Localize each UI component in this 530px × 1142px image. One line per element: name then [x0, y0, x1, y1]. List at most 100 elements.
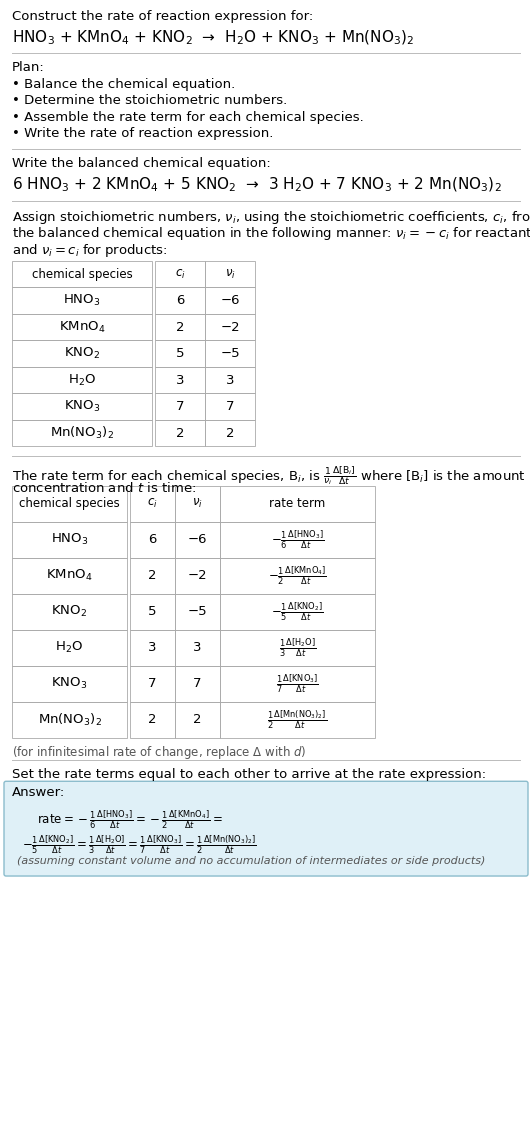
Bar	[175, 485, 220, 522]
Text: HNO$_3$: HNO$_3$	[51, 532, 89, 547]
Text: Construct the rate of reaction expression for:: Construct the rate of reaction expressio…	[12, 10, 313, 23]
Bar	[12, 314, 152, 340]
Bar	[205, 393, 255, 420]
Bar	[205, 314, 255, 340]
Text: 7: 7	[176, 400, 184, 413]
Text: 3: 3	[148, 642, 157, 654]
Bar	[12, 367, 152, 393]
Text: KNO$_2$: KNO$_2$	[51, 604, 87, 619]
Bar	[12, 260, 152, 288]
Text: 7: 7	[226, 400, 234, 413]
Text: 3: 3	[176, 373, 184, 386]
Bar	[12, 558, 127, 594]
Text: 7: 7	[148, 677, 157, 691]
Bar	[155, 393, 205, 420]
Text: 5: 5	[176, 347, 184, 360]
Bar	[220, 522, 375, 558]
Text: H$_2$O: H$_2$O	[56, 641, 84, 656]
Text: concentration and $t$ is time:: concentration and $t$ is time:	[12, 481, 196, 494]
Bar	[130, 522, 175, 558]
Text: chemical species: chemical species	[19, 498, 120, 510]
Text: (assuming constant volume and no accumulation of intermediates or side products): (assuming constant volume and no accumul…	[17, 856, 485, 867]
Bar	[175, 522, 220, 558]
Text: KNO$_3$: KNO$_3$	[64, 399, 100, 415]
Text: KNO$_2$: KNO$_2$	[64, 346, 100, 361]
Bar	[12, 420, 152, 447]
Bar	[205, 340, 255, 367]
Text: $\mathrm{rate} = -\frac{1}{6}\frac{\Delta[\mathrm{HNO_3}]}{\Delta t} = -\frac{1}: $\mathrm{rate} = -\frac{1}{6}\frac{\Delt…	[37, 809, 223, 831]
Bar	[155, 340, 205, 367]
Text: $c_i$: $c_i$	[147, 498, 158, 510]
Text: 2: 2	[176, 427, 184, 440]
Bar	[175, 594, 220, 630]
Bar	[130, 702, 175, 738]
Text: • Assemble the rate term for each chemical species.: • Assemble the rate term for each chemic…	[12, 111, 364, 123]
Bar	[220, 630, 375, 666]
Text: 3: 3	[226, 373, 234, 386]
Bar	[12, 485, 127, 522]
Bar	[12, 630, 127, 666]
Bar	[175, 630, 220, 666]
Text: $c_i$: $c_i$	[175, 267, 186, 281]
Text: chemical species: chemical species	[32, 267, 132, 281]
Bar	[12, 340, 152, 367]
Bar	[155, 260, 205, 288]
Bar	[130, 594, 175, 630]
Bar	[12, 522, 127, 558]
Bar	[220, 594, 375, 630]
Text: and $\nu_i = c_i$ for products:: and $\nu_i = c_i$ for products:	[12, 242, 167, 259]
Bar	[155, 420, 205, 447]
Text: $-\frac{1}{5}\frac{\Delta[\mathrm{KNO_2}]}{\Delta t}$: $-\frac{1}{5}\frac{\Delta[\mathrm{KNO_2}…	[271, 601, 324, 624]
Bar	[220, 666, 375, 702]
Text: HNO$_3$ + KMnO$_4$ + KNO$_2$  →  H$_2$O + KNO$_3$ + Mn(NO$_3$)$_2$: HNO$_3$ + KMnO$_4$ + KNO$_2$ → H$_2$O + …	[12, 29, 414, 47]
Bar	[220, 702, 375, 738]
Bar	[175, 558, 220, 594]
Text: $-\frac{1}{6}\frac{\Delta[\mathrm{HNO_3}]}{\Delta t}$: $-\frac{1}{6}\frac{\Delta[\mathrm{HNO_3}…	[271, 529, 324, 552]
Bar	[175, 666, 220, 702]
Text: KNO$_3$: KNO$_3$	[51, 676, 87, 691]
Text: 2: 2	[193, 714, 202, 726]
Text: Plan:: Plan:	[12, 62, 45, 74]
Bar	[205, 420, 255, 447]
Text: • Write the rate of reaction expression.: • Write the rate of reaction expression.	[12, 127, 273, 140]
Bar	[12, 288, 152, 314]
Bar	[205, 260, 255, 288]
Text: 2: 2	[148, 570, 157, 582]
Text: 2: 2	[226, 427, 234, 440]
Text: $\nu_i$: $\nu_i$	[225, 267, 235, 281]
Text: $\nu_i$: $\nu_i$	[192, 498, 203, 510]
Text: $\frac{1}{2}\frac{\Delta[\mathrm{Mn(NO_3)_2}]}{\Delta t}$: $\frac{1}{2}\frac{\Delta[\mathrm{Mn(NO_3…	[268, 709, 328, 731]
Text: $\frac{1}{3}\frac{\Delta[\mathrm{H_2O}]}{\Delta t}$: $\frac{1}{3}\frac{\Delta[\mathrm{H_2O}]}…	[279, 637, 316, 659]
Text: 5: 5	[148, 605, 157, 619]
Bar	[12, 594, 127, 630]
Bar	[175, 702, 220, 738]
Bar	[220, 485, 375, 522]
Text: The rate term for each chemical species, B$_i$, is $\frac{1}{\nu_i}\frac{\Delta[: The rate term for each chemical species,…	[12, 465, 526, 488]
Text: −5: −5	[220, 347, 240, 360]
Text: rate term: rate term	[269, 498, 325, 510]
Text: Mn(NO$_3$)$_2$: Mn(NO$_3$)$_2$	[38, 711, 101, 727]
Text: $-\frac{1}{2}\frac{\Delta[\mathrm{KMnO_4}]}{\Delta t}$: $-\frac{1}{2}\frac{\Delta[\mathrm{KMnO_4…	[268, 564, 327, 587]
Bar	[12, 702, 127, 738]
Text: 6: 6	[148, 533, 157, 546]
Bar	[130, 558, 175, 594]
Bar	[220, 558, 375, 594]
Text: 2: 2	[148, 714, 157, 726]
Text: $\frac{1}{7}\frac{\Delta[\mathrm{KNO_3}]}{\Delta t}$: $\frac{1}{7}\frac{\Delta[\mathrm{KNO_3}]…	[276, 673, 319, 695]
Text: Set the rate terms equal to each other to arrive at the rate expression:: Set the rate terms equal to each other t…	[12, 769, 486, 781]
Bar	[12, 666, 127, 702]
Bar	[155, 288, 205, 314]
Text: 3: 3	[193, 642, 202, 654]
Bar	[205, 288, 255, 314]
Bar	[130, 485, 175, 522]
Text: −2: −2	[220, 321, 240, 333]
Bar	[155, 367, 205, 393]
Text: 6: 6	[176, 293, 184, 307]
Text: 7: 7	[193, 677, 202, 691]
Text: • Balance the chemical equation.: • Balance the chemical equation.	[12, 78, 235, 90]
Text: Assign stoichiometric numbers, $\nu_i$, using the stoichiometric coefficients, $: Assign stoichiometric numbers, $\nu_i$, …	[12, 209, 530, 226]
Text: H$_2$O: H$_2$O	[68, 372, 96, 387]
Bar	[130, 630, 175, 666]
Text: $-\frac{1}{5}\frac{\Delta[\mathrm{KNO_2}]}{\Delta t} = \frac{1}{3}\frac{\Delta[\: $-\frac{1}{5}\frac{\Delta[\mathrm{KNO_2}…	[22, 834, 257, 855]
Text: Mn(NO$_3$)$_2$: Mn(NO$_3$)$_2$	[50, 425, 114, 441]
